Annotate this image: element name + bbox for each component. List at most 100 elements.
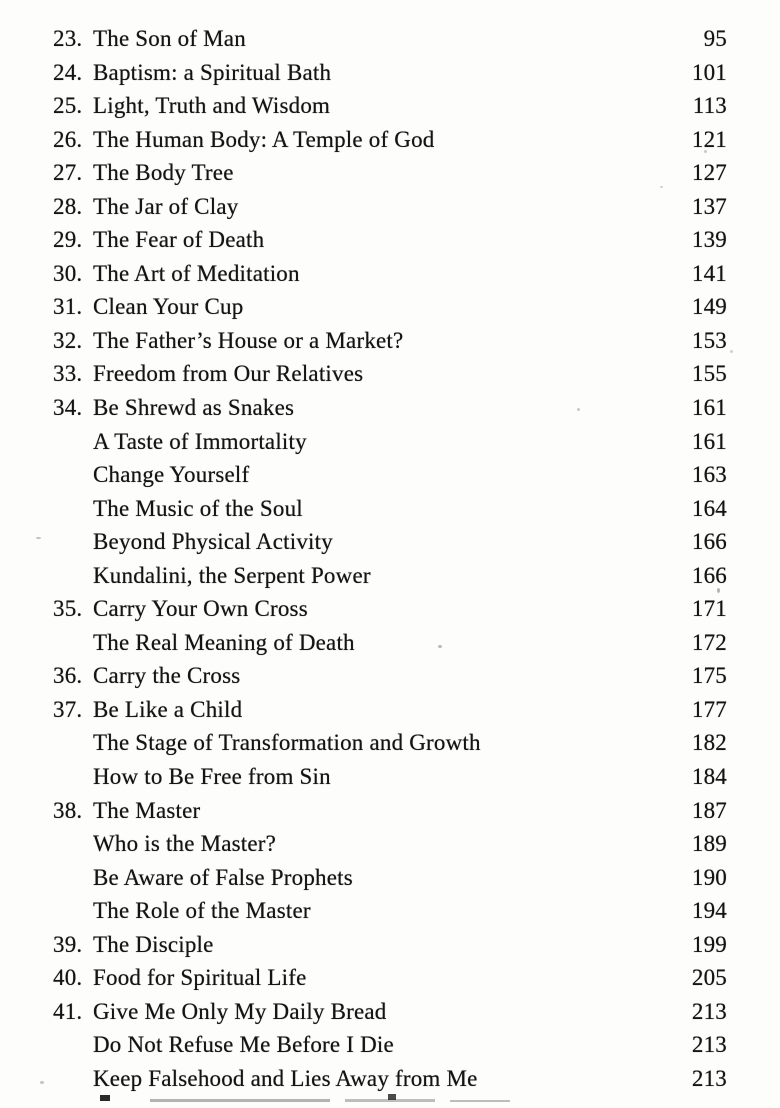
toc-entry: Kundalini, the Serpent Power 166: [53, 559, 727, 593]
entry-page-number: 190: [691, 864, 727, 890]
entry-title: Carry the Cross: [93, 663, 241, 689]
entry-page-number: 187: [691, 797, 727, 823]
toc-entry: 35. Carry Your Own Cross 171: [53, 592, 727, 626]
entry-title: The Human Body: A Temple of God: [93, 126, 435, 152]
entry-page-number: 166: [691, 562, 727, 588]
toc-entry: Who is the Master? 189: [53, 827, 727, 861]
toc-entry: Beyond Physical Activity 166: [53, 525, 727, 559]
entry-title: The Body Tree: [93, 160, 234, 186]
entry-title: A Taste of Immortality: [93, 428, 307, 454]
entry-number: 29.: [53, 227, 83, 253]
entry-title: Clean Your Cup: [93, 294, 244, 320]
toc-entry: 39. The Disciple 199: [53, 928, 727, 962]
scan-speck: [730, 350, 733, 353]
entry-number: 34.: [53, 395, 83, 421]
toc-entry: 32. The Father’s House or a Market? 153: [53, 324, 727, 358]
toc-entry: 25. Light, Truth and Wisdom 113: [53, 89, 727, 123]
scan-speck: [660, 186, 663, 188]
cutoff-next-line: [450, 1100, 510, 1102]
entry-page-number: 163: [691, 462, 727, 488]
entry-number: 25.: [53, 93, 83, 119]
entry-title: Do Not Refuse Me Before I Die: [93, 1032, 394, 1058]
cutoff-next-line: [388, 1094, 396, 1100]
entry-page-number: 182: [691, 730, 727, 756]
entry-page-number: 101: [691, 59, 727, 85]
entry-title: Light, Truth and Wisdom: [93, 93, 331, 119]
entry-number: 38.: [53, 797, 83, 823]
toc-entry: 37. Be Like a Child 177: [53, 693, 727, 727]
entry-title: Baptism: a Spiritual Bath: [93, 59, 332, 85]
entry-page-number: 205: [691, 965, 727, 991]
toc-entry: The Role of the Master 194: [53, 894, 727, 928]
toc-entry: Keep Falsehood and Lies Away from Me 213: [53, 1062, 727, 1096]
entry-page-number: 166: [691, 529, 727, 555]
entry-title: Keep Falsehood and Lies Away from Me: [93, 1065, 478, 1091]
toc-entry: 36. Carry the Cross 175: [53, 659, 727, 693]
toc-entry: 23. The Son of Man 95: [53, 22, 727, 56]
entry-number: 37.: [53, 696, 83, 722]
entry-number: 32.: [53, 327, 83, 353]
entry-page-number: 175: [691, 663, 727, 689]
entry-page-number: 137: [691, 193, 727, 219]
entry-page-number: 149: [691, 294, 727, 320]
entry-title: The Fear of Death: [93, 227, 265, 253]
toc-entry: 28. The Jar of Clay 137: [53, 190, 727, 224]
cutoff-next-line: [150, 1099, 330, 1102]
scan-speck: [40, 1081, 44, 1084]
toc-entry: How to Be Free from Sin 184: [53, 760, 727, 794]
entry-title: The Art of Meditation: [93, 260, 300, 286]
entry-number: 33.: [53, 361, 83, 387]
entry-number: 27.: [53, 160, 83, 186]
entry-title: The Music of the Soul: [93, 495, 303, 521]
toc-entry: 31. Clean Your Cup 149: [53, 290, 727, 324]
entry-title: The Father’s House or a Market?: [93, 327, 404, 353]
entry-number: 30.: [53, 260, 83, 286]
entry-number: 23.: [53, 26, 83, 51]
scan-speck: [438, 645, 442, 648]
entry-page-number: 155: [691, 361, 727, 387]
entry-title: Be Shrewd as Snakes: [93, 395, 295, 421]
scan-speck: [704, 150, 707, 153]
entry-page-number: 113: [692, 93, 727, 119]
entry-number: 24.: [53, 59, 83, 85]
entry-title: Give Me Only My Daily Bread: [93, 998, 387, 1024]
toc-entry: 26. The Human Body: A Temple of God 121: [53, 123, 727, 157]
table-of-contents: 23. The Son of Man 95 24. Baptism: a Spi…: [53, 22, 727, 1096]
entry-page-number: 95: [703, 26, 727, 51]
entry-title: The Son of Man: [93, 26, 246, 51]
entry-title: The Master: [93, 797, 201, 823]
toc-entry: 24. Baptism: a Spiritual Bath 101: [53, 56, 727, 90]
toc-entry: The Music of the Soul 164: [53, 492, 727, 526]
toc-entry: The Real Meaning of Death 172: [53, 626, 727, 660]
entry-page-number: 171: [691, 596, 727, 622]
entry-number: 40.: [53, 965, 83, 991]
entry-page-number: 189: [691, 831, 727, 857]
entry-title: The Disciple: [93, 931, 214, 957]
toc-entry: 34. Be Shrewd as Snakes 161: [53, 391, 727, 425]
entry-title: Carry Your Own Cross: [93, 596, 308, 622]
entry-number: 28.: [53, 193, 83, 219]
entry-page-number: 164: [691, 495, 727, 521]
toc-entry: 38. The Master 187: [53, 794, 727, 828]
entry-title: Kundalini, the Serpent Power: [93, 562, 371, 588]
entry-page-number: 139: [691, 227, 727, 253]
entry-number: 26.: [53, 126, 83, 152]
toc-entry: Change Yourself 163: [53, 458, 727, 492]
entry-number: 31.: [53, 294, 83, 320]
entry-page-number: 184: [691, 764, 727, 790]
toc-entry: 33. Freedom from Our Relatives 155: [53, 357, 727, 391]
cutoff-next-line: [345, 1099, 435, 1102]
entry-page-number: 121: [691, 126, 727, 152]
entry-page-number: 141: [691, 260, 727, 286]
scan-speck: [36, 537, 41, 539]
scan-speck: [717, 588, 720, 593]
entry-page-number: 127: [691, 160, 727, 186]
entry-page-number: 161: [691, 428, 727, 454]
entry-title: Freedom from Our Relatives: [93, 361, 364, 387]
entry-page-number: 194: [691, 898, 727, 924]
toc-entry: 30. The Art of Meditation 141: [53, 257, 727, 291]
entry-page-number: 199: [691, 931, 727, 957]
toc-entry: 41. Give Me Only My Daily Bread 213: [53, 995, 727, 1029]
entry-page-number: 172: [691, 629, 727, 655]
